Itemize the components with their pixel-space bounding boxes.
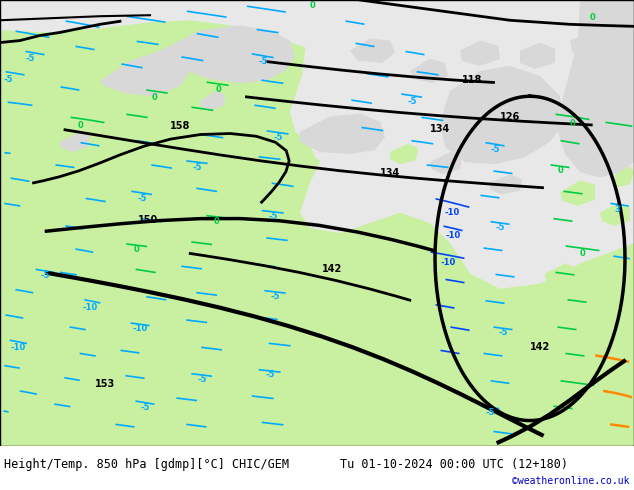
Text: -5: -5 (192, 163, 202, 172)
Text: 142: 142 (322, 264, 342, 273)
Text: 0: 0 (590, 13, 596, 22)
Text: -10: -10 (133, 324, 148, 333)
Text: 0: 0 (214, 218, 220, 226)
Polygon shape (460, 41, 500, 66)
Polygon shape (300, 114, 385, 154)
Text: 0: 0 (215, 85, 221, 94)
Text: -10: -10 (441, 258, 456, 267)
Text: -10: -10 (445, 231, 461, 240)
Text: Height/Temp. 850 hPa [gdmp][°C] CHIC/GEM: Height/Temp. 850 hPa [gdmp][°C] CHIC/GEM (4, 458, 289, 471)
Polygon shape (440, 66, 565, 164)
Text: -5: -5 (485, 408, 495, 417)
Text: 0: 0 (77, 121, 83, 130)
Text: 3: 3 (614, 205, 620, 214)
Polygon shape (160, 25, 295, 83)
Polygon shape (600, 203, 630, 226)
Text: -5: -5 (495, 222, 505, 231)
Text: -10: -10 (10, 343, 25, 352)
Text: ©weatheronline.co.uk: ©weatheronline.co.uk (512, 476, 630, 486)
Text: Tu 01-10-2024 00:00 UTC (12+180): Tu 01-10-2024 00:00 UTC (12+180) (340, 458, 568, 471)
Polygon shape (100, 50, 190, 96)
Text: -5: -5 (265, 370, 275, 379)
Text: -5: -5 (268, 212, 278, 221)
Text: 0: 0 (579, 249, 585, 258)
Polygon shape (300, 0, 634, 195)
Polygon shape (490, 174, 522, 195)
Text: -5: -5 (137, 194, 146, 203)
Text: -5: -5 (490, 146, 500, 154)
Text: -5: -5 (197, 374, 207, 384)
Polygon shape (200, 91, 225, 110)
Polygon shape (0, 0, 634, 86)
Text: -10: -10 (444, 208, 460, 218)
Polygon shape (615, 166, 634, 188)
Polygon shape (410, 59, 448, 83)
Text: -5: -5 (273, 133, 283, 142)
Text: -5: -5 (3, 74, 13, 84)
Text: 153: 153 (95, 379, 115, 389)
Text: -5: -5 (258, 57, 268, 66)
Text: 134: 134 (380, 169, 400, 178)
Polygon shape (520, 43, 555, 69)
Text: 134: 134 (430, 124, 450, 134)
Polygon shape (545, 264, 578, 287)
Text: -10: -10 (82, 302, 98, 312)
Text: 142: 142 (530, 342, 550, 352)
Text: 0: 0 (152, 93, 158, 102)
Text: 0: 0 (134, 245, 140, 254)
Text: -5: -5 (270, 293, 280, 301)
Text: -5: -5 (407, 97, 417, 106)
Polygon shape (390, 144, 418, 164)
Polygon shape (290, 0, 634, 289)
Polygon shape (430, 152, 462, 174)
Text: 0: 0 (569, 119, 575, 128)
Polygon shape (558, 0, 634, 177)
Polygon shape (60, 132, 90, 152)
Text: 0: 0 (557, 166, 563, 175)
Text: -5: -5 (498, 328, 508, 337)
Polygon shape (350, 39, 395, 63)
Text: -5: -5 (40, 271, 49, 280)
Polygon shape (570, 32, 606, 58)
Text: 0: 0 (310, 1, 316, 10)
Text: -5: -5 (25, 54, 35, 63)
Text: -5: -5 (140, 403, 150, 412)
Text: 158: 158 (170, 121, 190, 131)
Text: 126: 126 (500, 112, 521, 122)
Text: 118: 118 (462, 75, 482, 85)
Polygon shape (560, 180, 595, 206)
Text: 150: 150 (138, 215, 158, 225)
